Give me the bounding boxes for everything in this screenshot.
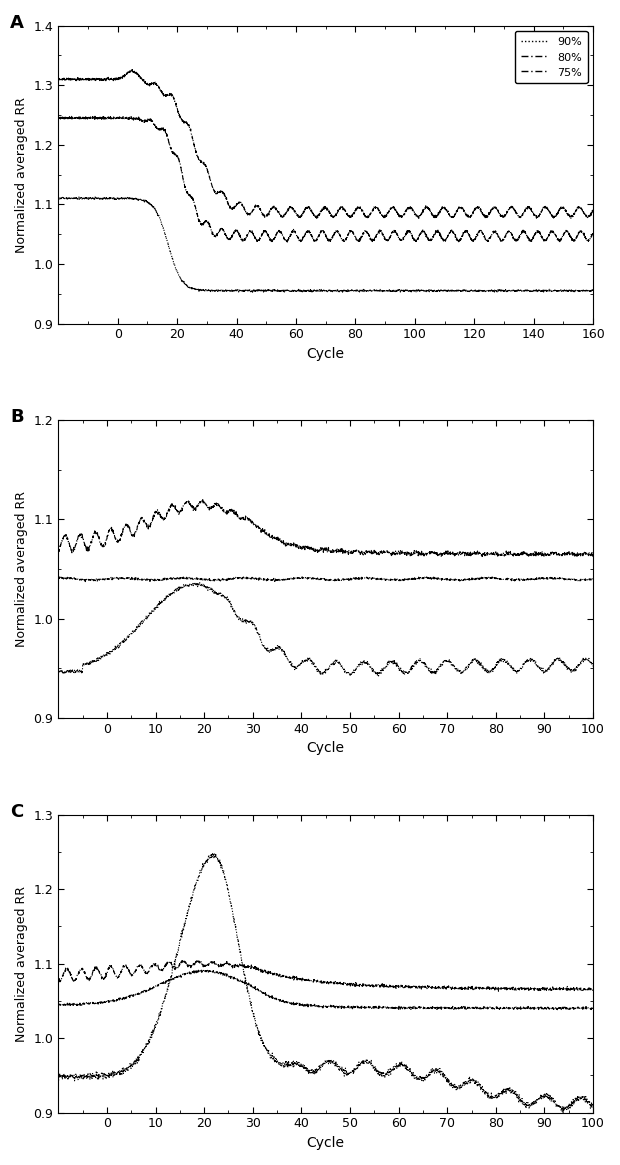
75%	[539, 202, 546, 216]
90%	[589, 284, 596, 298]
75%	[589, 204, 596, 218]
Text: B: B	[10, 408, 24, 426]
90%	[392, 285, 400, 299]
75%	[388, 202, 395, 216]
Line: 80%: 80%	[58, 116, 593, 242]
80%	[589, 227, 596, 241]
75%	[590, 203, 597, 217]
90%	[590, 283, 597, 297]
80%	[539, 231, 546, 245]
80%	[378, 225, 386, 239]
Line: 90%: 90%	[58, 197, 593, 292]
75%	[378, 209, 386, 223]
Text: A: A	[10, 14, 24, 31]
90%	[75, 190, 82, 204]
Line: 75%: 75%	[58, 70, 593, 218]
75%	[128, 63, 136, 77]
90%	[378, 283, 386, 297]
75%	[415, 211, 422, 225]
90%	[388, 283, 395, 297]
80%	[388, 227, 395, 241]
Text: C: C	[10, 803, 24, 820]
X-axis label: Cycle: Cycle	[307, 1136, 345, 1150]
X-axis label: Cycle: Cycle	[307, 741, 345, 755]
75%	[204, 165, 211, 179]
80%	[55, 111, 62, 125]
80%	[74, 110, 82, 123]
Y-axis label: Normalized averaged RR: Normalized averaged RR	[15, 97, 28, 253]
Legend: 90%, 80%, 75%: 90%, 80%, 75%	[515, 31, 588, 84]
75%	[55, 72, 62, 86]
80%	[590, 226, 597, 240]
X-axis label: Cycle: Cycle	[307, 347, 345, 361]
80%	[204, 216, 211, 230]
75%	[169, 90, 177, 104]
90%	[169, 254, 177, 268]
90%	[204, 283, 211, 297]
Y-axis label: Normalized averaged RR: Normalized averaged RR	[15, 885, 28, 1042]
90%	[539, 284, 546, 298]
80%	[356, 235, 363, 249]
Y-axis label: Normalized averaged RR: Normalized averaged RR	[15, 492, 28, 647]
80%	[169, 147, 177, 161]
90%	[55, 191, 62, 205]
